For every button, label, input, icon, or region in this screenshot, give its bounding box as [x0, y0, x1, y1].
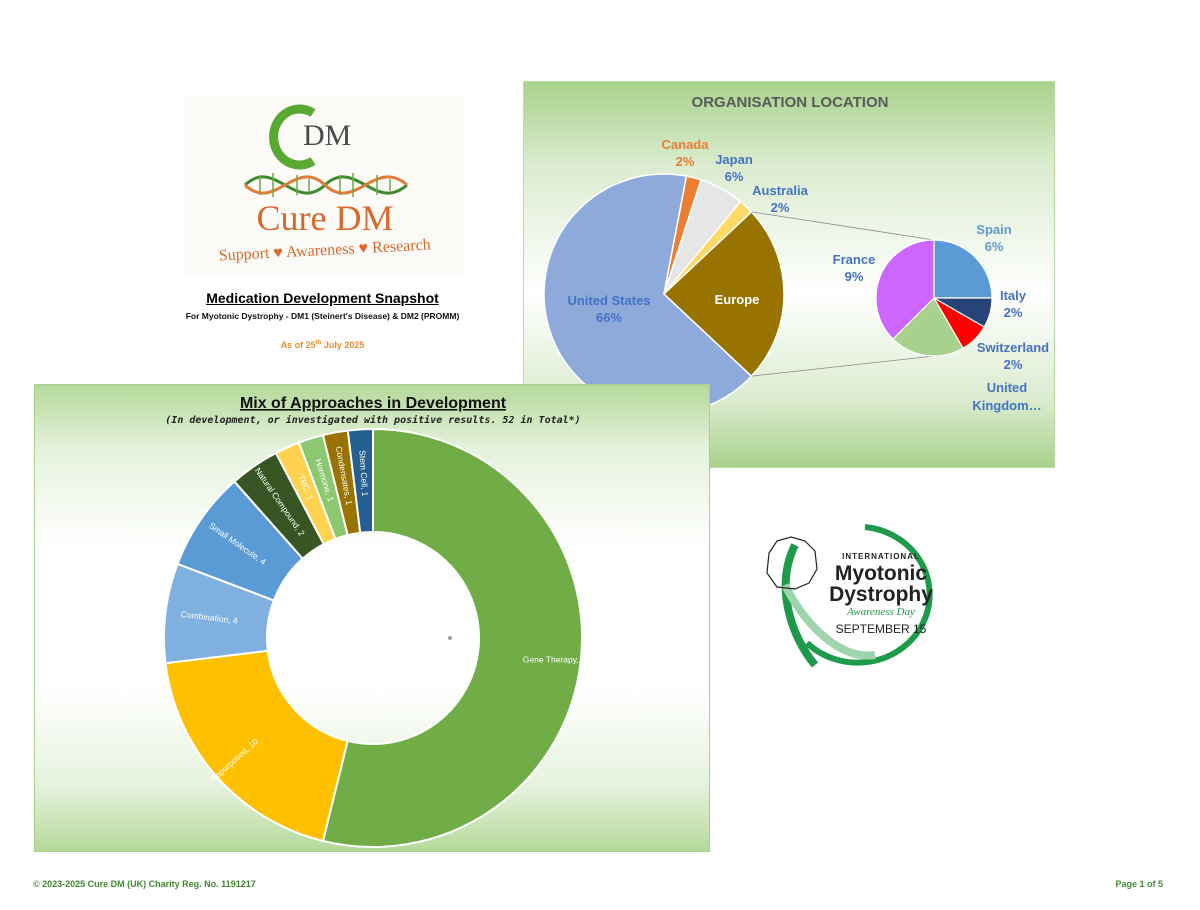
approach-slice-repurposed [164, 649, 349, 843]
label-europe: Europe [715, 292, 760, 307]
logo-dm-letters: DM [303, 119, 351, 152]
approach-slice-gene-therapy [321, 427, 583, 848]
cure-dm-logo-graphic: DM Cure DM Support ♥ Awareness ♥ Researc… [218, 104, 431, 265]
logo-tagline: Support ♥ Awareness ♥ Research [218, 236, 431, 264]
mix-chart-title: Mix of Approaches in Development [240, 395, 507, 412]
cure-dm-logo: DM Cure DM Support ♥ Awareness ♥ Researc… [185, 95, 465, 275]
mix-of-approaches-chart: Mix of Approaches in Development (In dev… [34, 384, 710, 852]
snapshot-date-sup: th [315, 340, 322, 346]
footer-copyright: © 2023-2025 Cure DM (UK) Charity Reg. No… [33, 879, 256, 889]
europe-slice-france [875, 239, 935, 340]
awareness-line2: Myotonic [835, 562, 927, 585]
label-australia: Australia 2% [752, 183, 808, 215]
logo-name: Cure DM [257, 198, 394, 238]
label-italy: Italy 2% [1000, 288, 1027, 320]
awareness-arc [804, 524, 933, 666]
mix-chart-subtitle: (In development, or investigated with po… [165, 414, 580, 426]
europe-slice-spain [933, 239, 993, 299]
awareness-line3: Dystrophy [829, 583, 933, 606]
awareness-ribbon-a [781, 543, 819, 668]
label-spain: Spain 6% [976, 222, 1011, 254]
snapshot-title: Medication Development Snapshot [206, 290, 439, 306]
approach-label-gene-therapy: Gene Therapy, 28 [523, 655, 591, 665]
mix-of-approaches-svg: Mix of Approaches in Development (In dev… [163, 395, 591, 848]
location-chart-title: ORGANISATION LOCATION [692, 94, 889, 111]
snapshot-subtitle: For Myotonic Dystrophy - DM1 (Steinert's… [185, 311, 460, 321]
awareness-day-logo: INTERNATIONAL Myotonic Dystrophy Awarene… [755, 515, 945, 675]
awareness-line1: INTERNATIONAL [842, 552, 920, 561]
label-united-kingdom: United Kingdom… [972, 380, 1041, 413]
connector-bottom [751, 355, 935, 377]
awareness-line5: SEPTEMBER 15 [836, 622, 927, 636]
label-switzerland: Switzerland 2% [977, 340, 1049, 372]
footer-page-number: Page 1 of 5 [1115, 879, 1163, 889]
label-canada: Canada 2% [662, 137, 710, 169]
awareness-ribbon-b [781, 583, 876, 660]
label-united-states: United States 66% [567, 293, 650, 325]
snapshot-date: As of 25th July 2025 [170, 340, 475, 350]
fist-icon [766, 536, 818, 590]
approach-label-stem-cell: Stem Cell, 1 [357, 450, 370, 497]
centre-dot [448, 636, 452, 640]
snapshot-date-suffix: July 2025 [321, 340, 365, 350]
awareness-line4: Awareness Day [846, 606, 915, 618]
europe-slice-united-kingdom [892, 297, 964, 357]
label-france: France 9% [833, 252, 876, 284]
dna-strand-b [243, 175, 408, 195]
dna-rungs [259, 173, 391, 197]
organisation-location-svg: ORGANISATION LOCATION United States 66% Ca… [543, 94, 1049, 415]
organisation-location-chart: ORGANISATION LOCATION United States 66% Ca… [523, 81, 1055, 468]
snapshot-date-prefix: As of 25 [280, 340, 316, 350]
approach-slice-stem-cell [346, 427, 374, 534]
logo-c-letter [269, 104, 316, 170]
awareness-day-graphic: INTERNATIONAL Myotonic Dystrophy Awarene… [766, 524, 933, 668]
location-slice-europe [662, 210, 785, 378]
label-japan: Japan 6% [715, 152, 753, 184]
connector-top [751, 211, 935, 241]
snapshot-header: Medication Development Snapshot For Myot… [170, 290, 475, 350]
